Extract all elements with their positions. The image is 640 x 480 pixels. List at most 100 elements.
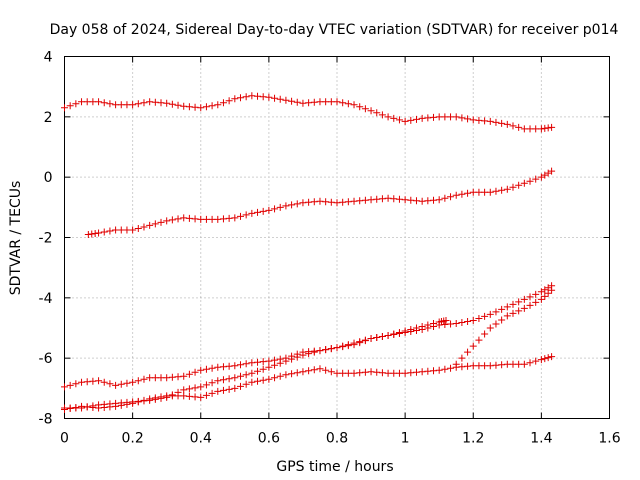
y-tick-label: -4 xyxy=(39,291,53,307)
data-series xyxy=(61,92,556,413)
data-point xyxy=(100,378,108,386)
data-point xyxy=(430,196,438,204)
data-point xyxy=(316,197,324,205)
data-point xyxy=(526,293,534,301)
y-tick-label: -2 xyxy=(39,231,53,247)
x-axis-label: GPS time / hours xyxy=(276,459,393,475)
data-point xyxy=(225,385,233,393)
data-point xyxy=(236,382,244,390)
data-point xyxy=(157,393,165,401)
data-point xyxy=(248,209,256,217)
data-point xyxy=(151,394,159,402)
data-point xyxy=(481,312,489,320)
data-point xyxy=(299,368,307,376)
x-tick-label: 1.6 xyxy=(598,431,620,447)
x-tick-label: 0.4 xyxy=(190,431,212,447)
data-point xyxy=(231,95,239,103)
x-tick-label: 1 xyxy=(401,431,410,447)
data-point xyxy=(367,107,375,115)
data-point xyxy=(464,115,472,123)
series-sat-c xyxy=(61,282,556,391)
data-point xyxy=(254,367,262,375)
data-point xyxy=(134,377,142,385)
data-point xyxy=(395,116,403,124)
y-axis-label: SDTVAR / TECUs xyxy=(8,181,24,296)
data-point xyxy=(242,371,250,379)
data-point xyxy=(129,378,137,386)
data-point xyxy=(327,345,335,353)
data-point xyxy=(447,364,455,372)
data-point xyxy=(100,99,108,107)
data-point xyxy=(163,99,171,107)
data-point xyxy=(83,403,91,411)
data-point xyxy=(520,360,528,368)
data-point xyxy=(350,101,358,109)
data-point xyxy=(214,387,222,395)
data-point xyxy=(66,404,74,412)
data-point xyxy=(322,198,330,206)
data-point xyxy=(401,196,409,204)
data-point xyxy=(236,361,244,369)
data-point xyxy=(452,319,460,327)
data-point xyxy=(180,214,188,222)
data-point xyxy=(361,196,369,204)
series-sat-f xyxy=(452,286,556,368)
data-point xyxy=(265,93,273,101)
data-point xyxy=(390,114,398,122)
y-tick-label: -6 xyxy=(39,351,53,367)
data-point xyxy=(486,188,494,196)
data-point xyxy=(503,312,511,320)
data-point xyxy=(112,402,120,410)
series-sat-e xyxy=(61,353,556,413)
data-point xyxy=(492,308,500,316)
data-point xyxy=(515,181,523,189)
data-point xyxy=(271,374,279,382)
data-point xyxy=(367,335,375,343)
data-point xyxy=(265,363,273,371)
data-point xyxy=(106,380,114,388)
data-point xyxy=(293,369,301,377)
data-point xyxy=(373,368,381,376)
data-point xyxy=(498,119,506,127)
data-point xyxy=(544,289,552,297)
data-point xyxy=(498,361,506,369)
data-point xyxy=(310,366,318,374)
data-point xyxy=(469,116,477,124)
data-point xyxy=(146,98,154,106)
data-point xyxy=(344,341,352,349)
data-point xyxy=(361,336,369,344)
data-point xyxy=(225,214,233,222)
data-point xyxy=(271,205,279,213)
data-point xyxy=(225,362,233,370)
data-point xyxy=(492,187,500,195)
data-point xyxy=(310,348,318,356)
data-point xyxy=(541,124,549,132)
data-point xyxy=(123,400,131,408)
data-point xyxy=(458,363,466,371)
data-point xyxy=(197,366,205,374)
data-point xyxy=(88,230,96,238)
data-point xyxy=(322,346,330,354)
data-point xyxy=(299,199,307,207)
data-point xyxy=(486,310,494,318)
data-point xyxy=(481,330,489,338)
data-point xyxy=(541,355,549,363)
data-point xyxy=(185,385,193,393)
y-tick-label: 2 xyxy=(44,110,53,126)
data-point xyxy=(361,368,369,376)
data-point xyxy=(367,368,375,376)
data-point xyxy=(288,355,296,363)
data-point xyxy=(242,93,250,101)
data-point xyxy=(469,316,477,324)
data-point xyxy=(106,403,114,411)
data-point xyxy=(424,367,432,375)
data-point xyxy=(430,113,438,121)
data-point xyxy=(197,383,205,391)
grid xyxy=(64,56,610,419)
data-point xyxy=(305,367,313,375)
data-point xyxy=(305,198,313,206)
data-point xyxy=(469,342,477,350)
data-point xyxy=(418,322,426,330)
x-tick-label: 0 xyxy=(60,431,69,447)
data-point xyxy=(293,200,301,208)
